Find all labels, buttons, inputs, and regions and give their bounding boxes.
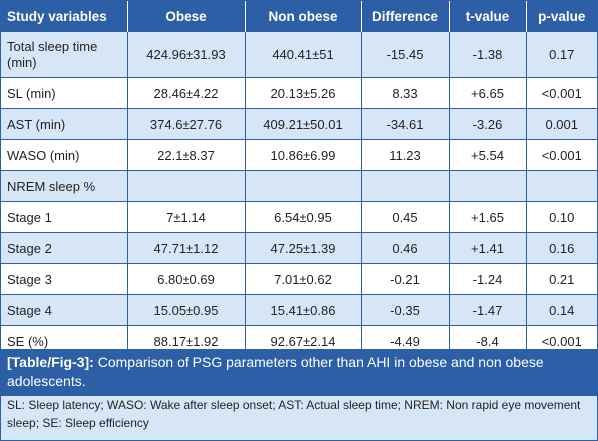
- table-cell: 47.71±1.12: [127, 232, 246, 264]
- table-cell: 7±1.14: [127, 201, 246, 233]
- table-header-row: Study variables Obese Non obese Differen…: [1, 1, 597, 32]
- table-cell: 8.33: [361, 77, 450, 109]
- table-cell: <0.001: [526, 77, 597, 109]
- row-label: Stage 1: [1, 201, 128, 233]
- table-cell: 47.25±1.39: [245, 232, 362, 264]
- table-cell: 0.001: [526, 108, 597, 140]
- table-row: Stage 1 7±1.14 6.54±0.95 0.45 +1.65 0.10: [1, 201, 597, 233]
- table-row: WASO (min) 22.1±8.37 10.86±6.99 11.23 +5…: [1, 139, 597, 171]
- table-cell: [127, 170, 246, 202]
- table-cell: <0.001: [526, 139, 597, 171]
- row-label: WASO (min): [1, 139, 128, 171]
- table-cell: 22.1±8.37: [127, 139, 246, 171]
- column-header: t-value: [449, 1, 527, 32]
- table-cell: 0.14: [526, 294, 597, 326]
- table-cell: 7.01±0.62: [245, 263, 362, 295]
- table-row-section: NREM sleep %: [1, 170, 597, 202]
- column-header: Non obese: [245, 1, 362, 32]
- section-label: NREM sleep %: [1, 170, 128, 202]
- table-row: Stage 4 15.05±0.95 15.41±0.86 -0.35 -1.4…: [1, 294, 597, 326]
- column-header: Difference: [361, 1, 450, 32]
- table-cell: 409.21±50.01: [245, 108, 362, 140]
- table-cell: [526, 170, 597, 202]
- table-cell: 28.46±4.22: [127, 77, 246, 109]
- row-label: SE (%): [1, 325, 128, 357]
- column-header: Study variables: [1, 1, 128, 32]
- table-cell: 0.21: [526, 263, 597, 295]
- table-cell: -0.21: [361, 263, 450, 295]
- column-header: Obese: [127, 1, 246, 32]
- table-cell: 11.23: [361, 139, 450, 171]
- table-cell: -1.38: [449, 31, 527, 78]
- table-caption: [Table/Fig-3]: Comparison of PSG paramet…: [1, 349, 597, 396]
- table-cell: 10.86±6.99: [245, 139, 362, 171]
- table-cell: [361, 170, 450, 202]
- table-cell: -1.47: [449, 294, 527, 326]
- table-row: Total sleep time (min) 424.96±31.93 440.…: [1, 31, 597, 78]
- table-cell: 440.41±51: [245, 31, 362, 78]
- row-label: Stage 3: [1, 263, 128, 295]
- table-row: Stage 3 6.80±0.69 7.01±0.62 -0.21 -1.24 …: [1, 263, 597, 295]
- table-cell: 0.17: [526, 31, 597, 78]
- caption-text: Comparison of PSG parameters other than …: [7, 354, 544, 389]
- table-cell: [245, 170, 362, 202]
- caption-label: [Table/Fig-3]:: [7, 354, 94, 370]
- table-row: AST (min) 374.6±27.76 409.21±50.01 -34.6…: [1, 108, 597, 140]
- table-cell: 424.96±31.93: [127, 31, 246, 78]
- table-cell: +1.65: [449, 201, 527, 233]
- table-cell: 15.05±0.95: [127, 294, 246, 326]
- table-cell: +1.41: [449, 232, 527, 264]
- table-row: Stage 2 47.71±1.12 47.25±1.39 0.46 +1.41…: [1, 232, 597, 264]
- table-cell: [449, 170, 527, 202]
- table-cell: -0.35: [361, 294, 450, 326]
- psg-comparison-table: Study variables Obese Non obese Differen…: [1, 1, 597, 357]
- table-cell: -15.45: [361, 31, 450, 78]
- table-cell: +5.54: [449, 139, 527, 171]
- column-header: p-value: [526, 1, 597, 32]
- table-cell: -34.61: [361, 108, 450, 140]
- table-row: SL (min) 28.46±4.22 20.13±5.26 8.33 +6.6…: [1, 77, 597, 109]
- row-label: Total sleep time (min): [1, 31, 128, 78]
- table-cell: 6.80±0.69: [127, 263, 246, 295]
- table-cell: 0.16: [526, 232, 597, 264]
- row-label: Stage 2: [1, 232, 128, 264]
- table-cell: -1.24: [449, 263, 527, 295]
- row-label: SL (min): [1, 77, 128, 109]
- table-cell: +6.65: [449, 77, 527, 109]
- table-cell: 20.13±5.26: [245, 77, 362, 109]
- table-cell: 374.6±27.76: [127, 108, 246, 140]
- table-cell: 15.41±0.86: [245, 294, 362, 326]
- row-label: AST (min): [1, 108, 128, 140]
- abbreviations-footnote: SL: Sleep latency; WASO: Wake after slee…: [7, 398, 581, 430]
- table-cell: 0.45: [361, 201, 450, 233]
- row-label: Stage 4: [1, 294, 128, 326]
- table-cell: 0.46: [361, 232, 450, 264]
- table-cell: 6.54±0.95: [245, 201, 362, 233]
- table-cell: -3.26: [449, 108, 527, 140]
- table-cell: 0.10: [526, 201, 597, 233]
